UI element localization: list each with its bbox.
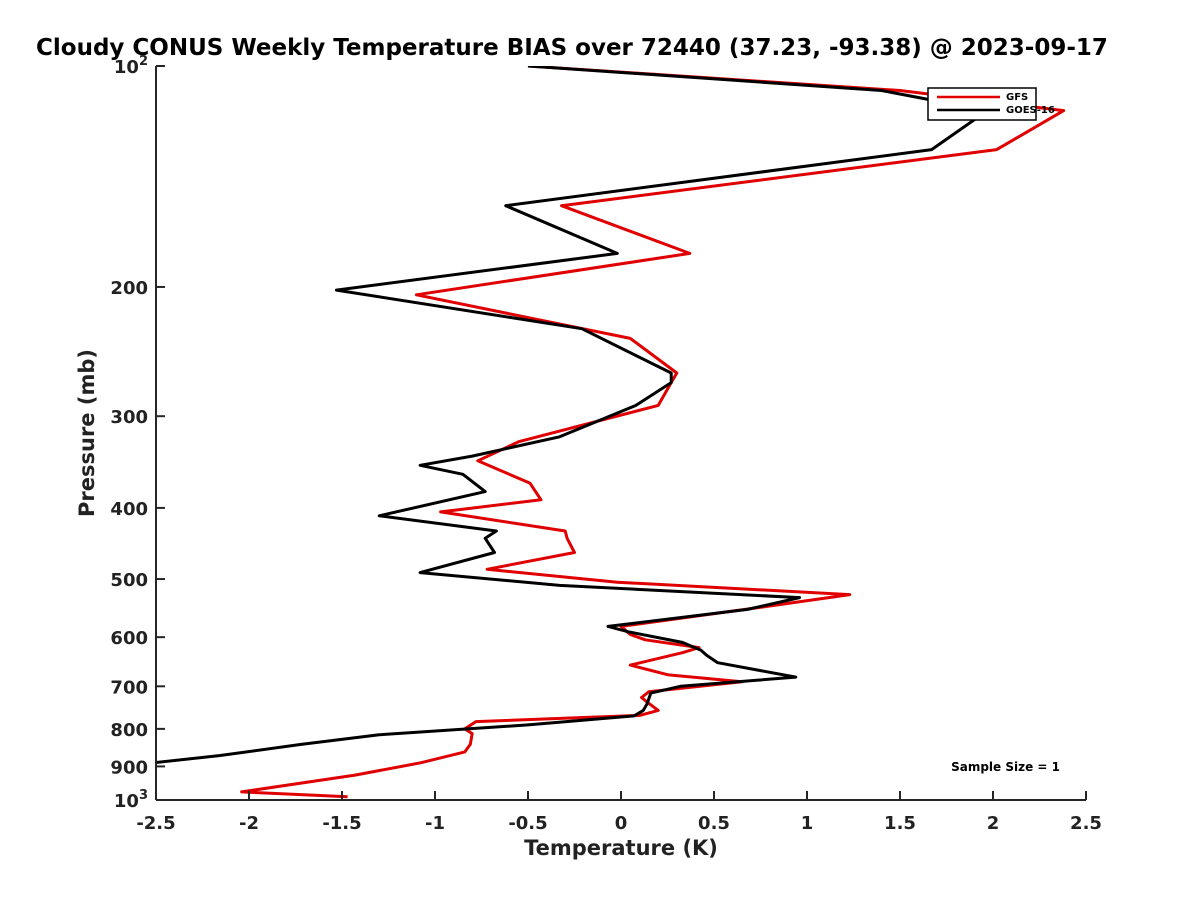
- legend-label-goes16: GOES-16: [1006, 105, 1055, 116]
- y-tick-label: 600: [110, 628, 148, 649]
- x-tick-label: 1.5: [884, 813, 916, 834]
- series-line-gfs: [240, 66, 1066, 799]
- y-axis-ticks: 102 200 300 400 500 600 700 800 900 103: [110, 54, 165, 812]
- legend-box: [927, 87, 1037, 121]
- y-tick-label: 900: [110, 757, 148, 778]
- plot-area: -2.5 -2 -1.5 -1 -0.5 0 0.5 1 1.5 2 2.5 102 200 300 40…: [110, 54, 1102, 834]
- x-axis-label: Temperature (K): [524, 836, 718, 860]
- x-tick-label: -1: [425, 813, 445, 834]
- x-tick-label: -2: [239, 813, 259, 834]
- y-tick-label: 800: [110, 720, 148, 741]
- x-axis-ticks: -2.5 -2 -1.5 -1 -0.5 0 0.5 1 1.5 2 2.5: [136, 791, 1102, 834]
- y-tick-label: 300: [110, 407, 148, 428]
- y-tick-label: 102: [114, 54, 148, 78]
- y-tick-label: 103: [114, 788, 148, 812]
- y-tick-label: 500: [110, 570, 148, 591]
- legend: GFS GOES-16: [927, 87, 1055, 121]
- x-tick-label: 1: [801, 813, 814, 834]
- y-tick-label: 700: [110, 677, 148, 698]
- chart-title: Cloudy CONUS Weekly Temperature BIAS ove…: [36, 35, 1108, 61]
- x-tick-label: -1.5: [322, 813, 361, 834]
- x-tick-label: -2.5: [136, 813, 175, 834]
- sample-size-annotation: Sample Size = 1: [951, 760, 1060, 774]
- series-layer: [156, 66, 1066, 799]
- x-tick-label: 2.5: [1070, 813, 1102, 834]
- x-tick-label: 0.5: [698, 813, 730, 834]
- series-line-goes16: [156, 66, 989, 765]
- y-tick-label: 200: [110, 278, 148, 299]
- x-tick-label: 2: [987, 813, 1000, 834]
- x-tick-label: -0.5: [508, 813, 547, 834]
- y-tick-label: 400: [110, 499, 148, 520]
- y-axis-label: Pressure (mb): [75, 349, 99, 517]
- x-tick-label: 0: [615, 813, 628, 834]
- legend-label-gfs: GFS: [1006, 92, 1028, 103]
